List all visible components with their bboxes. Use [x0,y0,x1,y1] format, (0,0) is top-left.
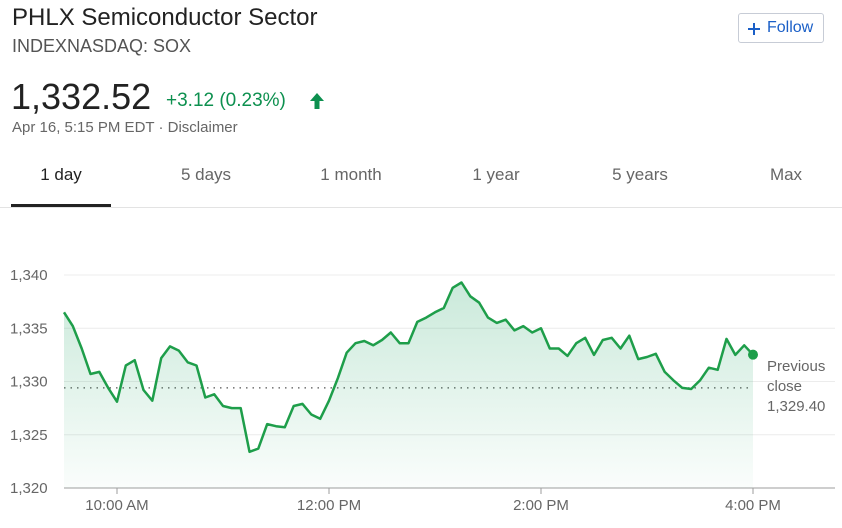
range-tabs: 1 day 5 days 1 month 1 year 5 years Max [0,150,842,208]
y-tick-label: 1,340 [10,267,48,284]
y-tick-label: 1,330 [10,374,48,391]
x-tick-label: 12:00 PM [297,497,361,514]
follow-button[interactable]: Follow [738,13,824,43]
timestamp-row: Apr 16, 5:15 PM EDT · Disclaimer [12,119,238,136]
disclaimer[interactable]: Disclaimer [167,119,238,136]
range-tab[interactable]: 1 day [40,165,82,184]
range-tab[interactable]: Max [769,165,803,184]
follow-label: Follow [767,19,814,36]
ticker: INDEXNASDAQ: SOX [12,36,192,56]
price-line [62,281,754,454]
area-fill [64,282,753,488]
x-tick-label: 4:00 PM [725,497,781,514]
range-tab[interactable]: 1 month [320,165,382,184]
range-tab[interactable]: 5 years [612,165,668,184]
up-arrow [310,93,324,109]
plus-icon [748,23,760,35]
y-tick-label: 1,325 [10,427,48,444]
selected-tab-underline [11,204,111,207]
range-tab[interactable]: 5 days [180,165,232,184]
change: +3.12 (0.23%) [166,90,286,111]
title: PHLX Semiconductor Sector [12,4,318,31]
x-tick-label: 10:00 AM [85,497,148,514]
range-tab[interactable]: 1 year [472,165,520,184]
previous-close-label: Previous close 1,329.40 [767,357,839,417]
x-tick-label: 2:00 PM [513,497,569,514]
previous-close-value: 1,329.40 [767,398,826,415]
previous-close-text: Previous close [767,358,826,395]
timestamp: Apr 16, 5:15 PM EDT [12,119,155,136]
y-tick-label: 1,320 [10,480,48,497]
y-tick-label: 1,335 [10,320,48,337]
last-point [748,349,758,360]
price: 1,332.52 [11,76,152,117]
